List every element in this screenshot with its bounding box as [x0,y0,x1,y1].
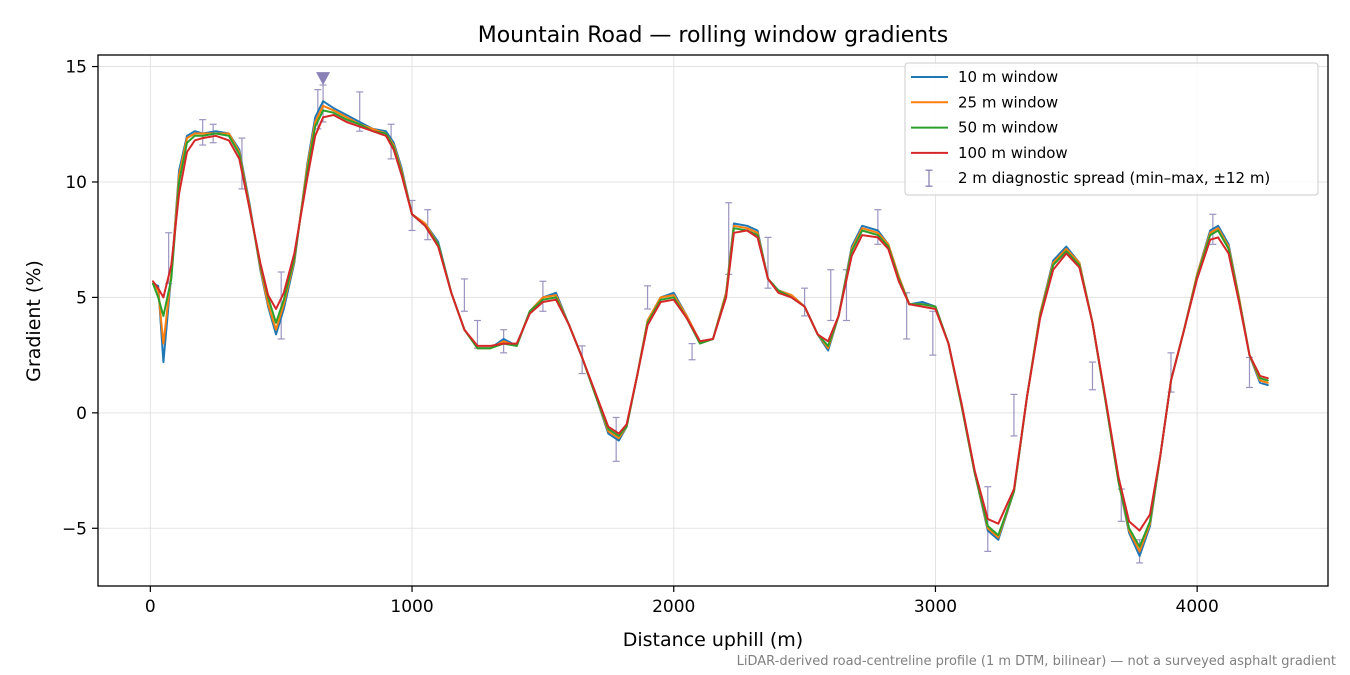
legend: 10 m window 25 m window 50 m window 100 m w… [904,62,1319,196]
chart-title: Mountain Road — rolling window gradients [478,23,949,48]
legend-label: 50 m window [958,119,1058,137]
peak-marker-triangle [316,72,331,86]
x-tick-label: 3000 [914,597,957,617]
legend-box [904,62,1319,196]
errorbar [929,310,937,356]
errorbar [424,209,432,241]
line-series [152,100,1269,557]
x-tick-label: 0 [145,597,156,617]
errorbar [1010,393,1018,437]
x-tick-label: 4000 [1176,597,1219,617]
legend-label: 10 m window [958,68,1058,86]
errorbar [1088,361,1096,391]
errorbar [827,269,835,322]
plot-frame [97,54,1329,587]
y-tick-label: −5 [62,519,87,539]
errorbar [801,287,809,317]
peak-marker [316,72,331,86]
legend-label: 100 m window [958,144,1068,162]
y-tick-label: 5 [76,288,87,308]
x-tick-label: 2000 [652,597,695,617]
legend-label: 2 m diagnostic spread (min–max, ±12 m) [958,169,1270,187]
y-tick-label: 10 [65,173,87,193]
y-tick-label: 15 [65,58,87,78]
y-axis-label: Gradient (%) [23,260,45,382]
legend-swatch [925,169,933,187]
y-tick-label: 0 [76,404,87,424]
errorbar [539,280,547,312]
legend-label: 25 m window [958,93,1058,111]
series-line-4 [152,114,1269,532]
errorbar [688,342,696,361]
x-tick-label: 1000 [390,597,433,617]
errorbar [460,278,468,312]
axis-ticks: 0 1000 2000 3000 4000 −5 0 5 10 15 [62,58,1219,617]
x-axis-label: Distance uphill (m) [623,629,803,651]
errorbar [199,119,207,146]
errorbar [644,285,652,310]
footnote: LiDAR-derived road-centreline profile (1… [737,654,1336,669]
